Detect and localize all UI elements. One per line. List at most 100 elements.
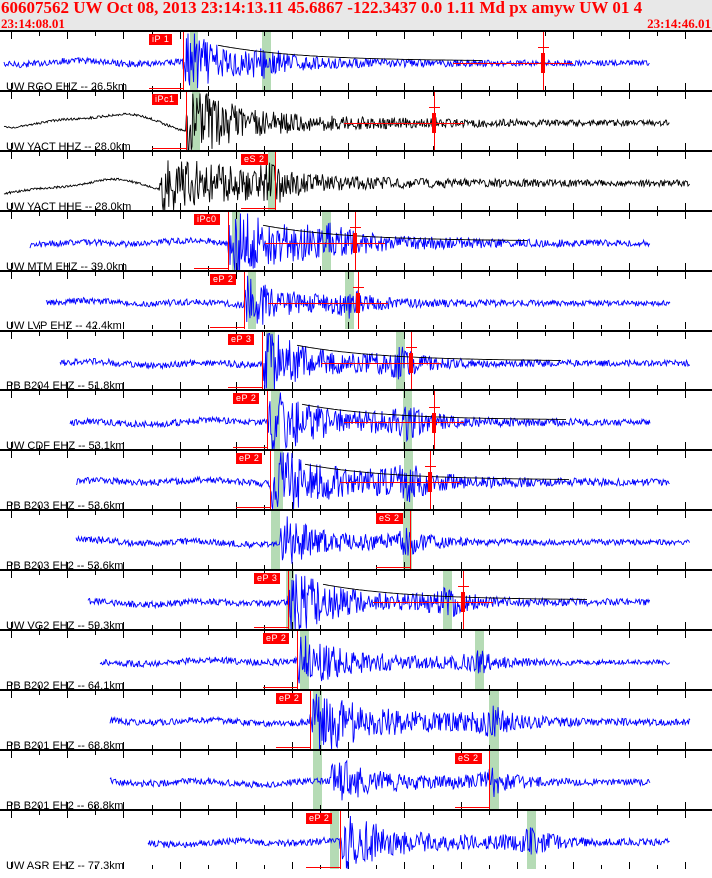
phase-pick-line[interactable] — [297, 631, 298, 689]
amplitude-tick — [429, 107, 440, 109]
phase-pick-baseline — [455, 806, 489, 808]
phase-pick-label[interactable]: eS 2 — [455, 752, 482, 764]
s-wave-band — [489, 750, 499, 809]
coda-envelope-curve — [217, 44, 482, 61]
channel-label: PB B203 EHZ -- 53.6km — [6, 500, 124, 510]
phase-pick-line[interactable] — [288, 571, 289, 629]
phase-pick-line[interactable] — [183, 32, 184, 90]
phase-pick-label[interactable]: eP 2 — [306, 812, 333, 824]
s-wave-band — [404, 451, 413, 510]
amplitude-tick — [458, 586, 469, 588]
waveform — [109, 759, 651, 801]
amplitude-marker — [541, 53, 545, 74]
s-wave-band — [330, 810, 339, 869]
coda-envelope-curve — [304, 464, 569, 481]
phase-pick-label[interactable]: iP 1 — [149, 34, 173, 45]
s-wave-band — [268, 151, 276, 210]
trace-panel[interactable]: eP 3 PB B204 EHZ -- 51.8km — [0, 329, 712, 390]
phase-pick-baseline — [233, 447, 267, 449]
coda-envelope-curve — [322, 583, 587, 600]
coda-envelope-curve — [262, 224, 527, 241]
trace-panel[interactable]: eS 2 PB B203 EH2 -- 53.6km — [0, 509, 712, 570]
phase-pick-baseline — [263, 686, 297, 688]
channel-label: PB B204 EHZ -- 51.8km — [6, 380, 124, 390]
phase-pick-line[interactable] — [267, 391, 268, 450]
time-axis-ticks — [0, 32, 712, 90]
channel-label: UW ASR EHZ -- 77.3km — [6, 859, 124, 869]
waveform — [75, 516, 691, 564]
phase-pick-line[interactable] — [340, 810, 341, 869]
amplitude-tick — [406, 346, 417, 348]
trace-panel[interactable]: eP 2 UW ASR EHZ -- 77.3km — [0, 808, 712, 869]
amplitude-reference-line — [268, 302, 388, 304]
amplitude-marker — [409, 352, 413, 373]
phase-pick-line[interactable] — [489, 750, 490, 809]
channel-label: PB B202 EHZ -- 64.1km — [6, 679, 124, 689]
phase-pick-label[interactable]: eS 2 — [241, 153, 268, 165]
time-axis-ticks — [0, 810, 712, 869]
amplitude-reference-line — [453, 63, 573, 64]
phase-pick-line[interactable] — [310, 690, 311, 749]
channel-label: UW YACT HHE -- 28.0km — [6, 200, 132, 210]
waveform — [59, 332, 690, 390]
phase-pick-line[interactable] — [186, 91, 187, 150]
amplitude-reference-line — [321, 362, 441, 364]
event-title: 60607562 UW Oct 08, 2013 23:14:13.11 45.… — [1, 0, 643, 17]
trace-panel[interactable]: eS 2 PB B201 EH2 -- 68.8km — [0, 748, 712, 809]
channel-label: UW MTM EHZ -- 39.0km — [6, 260, 127, 270]
trace-panel[interactable]: eP 2 UW LVP EHZ -- 42.4km — [0, 269, 712, 330]
waveform — [3, 93, 670, 150]
channel-label: UW RGQ EHZ -- 26.5km — [6, 80, 128, 90]
phase-pick-baseline — [276, 746, 310, 748]
phase-pick-line[interactable] — [275, 151, 276, 210]
phase-pick-label[interactable]: iPc1 — [152, 93, 178, 105]
waveform — [76, 452, 670, 510]
trace-panel-stack[interactable]: iP 1 UW RGQ EHZ -- 26.5km iPc1 UW YACT HHZ … — [0, 30, 712, 878]
phase-pick-label[interactable]: eP 2 — [263, 633, 290, 644]
trace-panel[interactable]: eP 2 UW CDF EHZ -- 53.1km — [0, 389, 712, 450]
phase-pick-label[interactable]: eP 2 — [276, 692, 303, 704]
trace-panel[interactable]: eS 2 UW YACT HHE -- 28.0km — [0, 149, 712, 210]
phase-pick-line[interactable] — [244, 271, 245, 330]
phase-pick-baseline — [210, 327, 244, 329]
trace-panel[interactable]: iP 1 UW RGQ EHZ -- 26.5km — [0, 30, 712, 90]
channel-label: PB B201 EHZ -- 68.8km — [6, 739, 124, 749]
phase-pick-label[interactable]: eP 2 — [236, 453, 263, 465]
phase-pick-baseline — [228, 387, 262, 389]
phase-pick-line[interactable] — [270, 451, 271, 510]
trace-panel[interactable]: iPc1 UW YACT HHZ -- 28.0km — [0, 89, 712, 150]
s-wave-band — [271, 511, 280, 570]
phase-pick-label[interactable]: eP 3 — [228, 333, 255, 345]
phase-pick-label[interactable]: eP 2 — [210, 273, 237, 285]
amplitude-marker — [461, 592, 465, 613]
phase-pick-line[interactable] — [410, 511, 411, 570]
s-wave-band — [266, 331, 275, 390]
trace-panel[interactable]: eP 2 PB B201 EHZ -- 68.8km — [0, 688, 712, 749]
trace-panel[interactable]: eP 2 PB B202 EHZ -- 64.1km — [0, 629, 712, 689]
amplitude-reference-line — [340, 482, 460, 484]
phase-pick-label[interactable]: eP 3 — [254, 573, 281, 585]
channel-label: UW LVP EHZ -- 42.4km — [6, 320, 122, 330]
channel-label: UW CDF EHZ -- 53.1km — [6, 440, 125, 450]
window-start-time: 23:14:08.01 — [1, 16, 65, 31]
phase-pick-baseline — [254, 626, 288, 628]
phase-pick-label[interactable]: eP 2 — [233, 393, 260, 405]
window-end-time: 23:14:46.01 — [647, 16, 711, 31]
time-axis-ticks — [0, 271, 712, 330]
phase-pick-baseline — [306, 866, 340, 868]
phase-pick-line[interactable] — [228, 211, 229, 270]
phase-pick-label[interactable]: iPc0 — [194, 213, 220, 225]
phase-pick-label[interactable]: eS 2 — [376, 513, 403, 525]
trace-panel[interactable]: eP 2 PB B203 EHZ -- 53.6km — [0, 449, 712, 510]
amplitude-tick — [429, 406, 440, 408]
time-axis-ticks — [0, 451, 712, 510]
phase-pick-line[interactable] — [262, 331, 263, 390]
header-bar: 60607562 UW Oct 08, 2013 23:14:13.11 45.… — [0, 0, 712, 31]
trace-panel[interactable]: eP 3 UW VG2 EHZ -- 59.3km — [0, 569, 712, 629]
amplitude-tick — [353, 286, 364, 288]
s-wave-band — [403, 391, 412, 450]
time-axis-ticks — [0, 91, 712, 150]
waveform — [147, 815, 670, 869]
s-wave-band — [396, 331, 405, 390]
trace-panel[interactable]: iPc0 UW MTM EHZ -- 39.0km — [0, 209, 712, 270]
